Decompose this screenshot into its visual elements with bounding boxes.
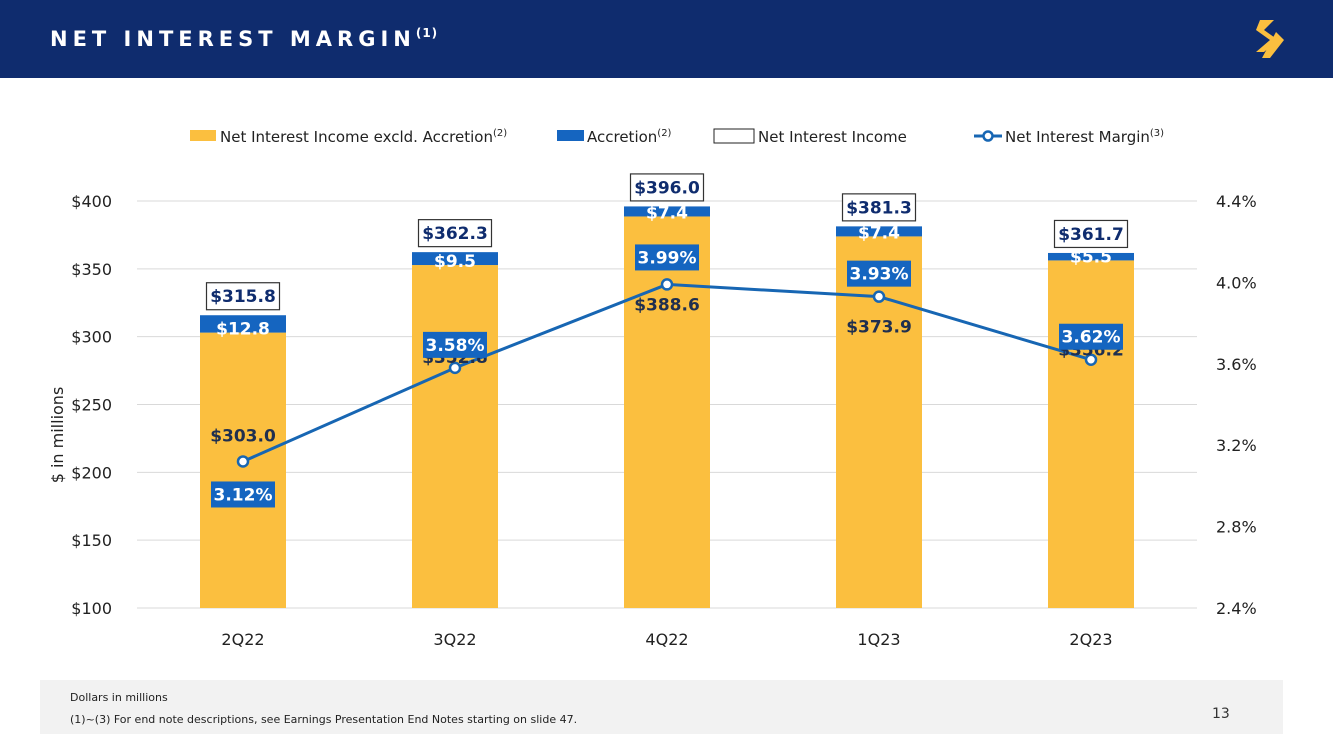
header-bar: NET INTEREST MARGIN(1) <box>0 0 1333 78</box>
data-label-nim-text: 3.93% <box>850 265 909 285</box>
title-footnote-ref: (1) <box>415 26 439 40</box>
legend-label-accretion: Accretion(2) <box>587 128 672 146</box>
y-tick-label: $100 <box>71 599 112 618</box>
y-tick-label: $150 <box>71 531 112 550</box>
bar-nii-excl-accretion <box>1048 260 1134 608</box>
bar-nii-excl-accretion <box>624 216 710 608</box>
data-label-nim-box <box>211 481 275 508</box>
data-label-nim-text: 3.62% <box>1062 328 1121 348</box>
nim-chart: Net Interest Income excld. Accretion(2) … <box>48 128 1257 649</box>
data-label-nim: 3.62% <box>1059 323 1123 350</box>
legend-swatch-nim-marker <box>982 130 994 142</box>
data-label-nim-text: 3.12% <box>214 485 273 505</box>
x-tick-label: 4Q22 <box>645 630 688 649</box>
nim-point <box>236 455 250 468</box>
data-label-total-nii-box <box>417 219 493 248</box>
legend-swatch-nii-excl <box>190 130 216 141</box>
data-label-total-nii-box <box>841 193 917 222</box>
x-tick-label: 3Q22 <box>433 630 476 649</box>
nim-point <box>872 290 886 303</box>
y-tick-label: $200 <box>71 463 112 482</box>
y2-tick-label: 2.8% <box>1216 518 1257 537</box>
data-label-total-nii-text: $381.3 <box>846 198 912 218</box>
data-label-accretion: $9.5 <box>434 252 476 272</box>
bar-accretion <box>836 226 922 237</box>
data-label-nim-box <box>635 244 699 271</box>
legend-label-nii: Net Interest Income <box>758 128 907 146</box>
company-logo-icon <box>1256 20 1284 58</box>
footnotes-panel: Dollars in millions (1)~(3) For end note… <box>40 680 1283 734</box>
data-label-nim: 3.12% <box>211 481 275 508</box>
bar-accretion <box>1048 252 1134 261</box>
x-tick-label: 2Q23 <box>1069 630 1112 649</box>
data-label-total-nii: $396.0 <box>629 173 705 202</box>
data-label-total-nii: $361.7 <box>1053 219 1129 249</box>
y2-tick-label: 4.0% <box>1216 273 1257 292</box>
y-axis-label: $ in millions <box>48 387 67 484</box>
x-tick-label: 2Q22 <box>221 630 264 649</box>
data-label-nim-box <box>423 331 487 358</box>
y-tick-label: $400 <box>71 192 112 211</box>
data-label-accretion: $12.8 <box>216 320 270 340</box>
bar-accretion <box>624 206 710 217</box>
data-label-nim-box <box>847 260 911 287</box>
bar-accretion <box>412 252 498 266</box>
data-label-nim-text: 3.58% <box>426 336 485 356</box>
y2-tick-label: 2.4% <box>1216 599 1257 618</box>
y-tick-label: $350 <box>71 260 112 279</box>
data-label-total-nii-box <box>205 282 281 311</box>
data-label-nim-box <box>1059 323 1123 350</box>
data-label-total-nii-text: $361.7 <box>1058 225 1124 245</box>
data-label-nii-excl-accretion: $373.9 <box>846 317 912 337</box>
footnote-endnotes: (1)~(3) For end note descriptions, see E… <box>70 713 578 726</box>
bar-accretion <box>200 315 286 333</box>
y-tick-label: $300 <box>71 328 112 347</box>
page-title: NET INTEREST MARGIN(1) <box>50 26 439 51</box>
data-label-nim: 3.99% <box>635 244 699 271</box>
data-label-nim-text: 3.99% <box>638 248 697 268</box>
data-label-total-nii-text: $315.8 <box>210 287 276 307</box>
nim-point <box>660 278 674 291</box>
x-tick-label: 1Q23 <box>857 630 900 649</box>
nim-point <box>1084 353 1098 366</box>
page-number: 13 <box>1212 706 1230 722</box>
data-label-accretion: $7.4 <box>858 223 900 243</box>
y-tick-label: $250 <box>71 396 112 415</box>
y2-tick-label: 4.4% <box>1216 192 1257 211</box>
data-label-total-nii: $381.3 <box>841 193 917 222</box>
data-label-total-nii: $362.3 <box>417 219 493 248</box>
legend-swatch-accretion <box>557 130 584 141</box>
data-label-total-nii-text: $362.3 <box>422 224 488 244</box>
data-label-total-nii-text: $396.0 <box>634 178 700 198</box>
chart-legend: Net Interest Income excld. Accretion(2) … <box>190 128 1164 146</box>
data-label-nim: 3.58% <box>423 331 487 358</box>
data-label-nii-excl-accretion: $303.0 <box>210 426 276 446</box>
legend-swatch-nii <box>713 128 755 144</box>
footnote-units: Dollars in millions <box>70 691 168 704</box>
legend-label-nim: Net Interest Margin(3) <box>1005 128 1164 146</box>
data-label-accretion: $7.4 <box>646 203 688 223</box>
data-label-total-nii-box <box>629 173 705 202</box>
y2-tick-label: 3.6% <box>1216 355 1257 374</box>
legend-label-nii-excl: Net Interest Income excld. Accretion(2) <box>220 128 507 146</box>
data-label-total-nii-box <box>1053 219 1129 249</box>
y2-tick-label: 3.2% <box>1216 436 1257 455</box>
nim-point <box>448 361 462 375</box>
bar-nii-excl-accretion <box>200 332 286 608</box>
data-label-total-nii: $315.8 <box>205 282 281 311</box>
bar-nii-excl-accretion <box>412 265 498 608</box>
data-label-nim: 3.93% <box>847 260 911 287</box>
data-label-nii-excl-accretion: $388.6 <box>634 295 700 315</box>
data-label-accretion: $5.5 <box>1070 247 1112 267</box>
